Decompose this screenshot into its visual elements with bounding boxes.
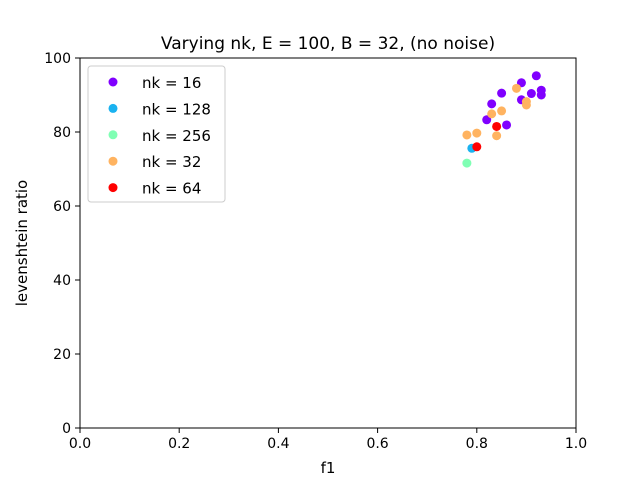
- x-tick-label: 0.2: [168, 436, 190, 452]
- legend: nk = 16 nk = 128 nk = 256 nk = 32 nk = 64: [87, 65, 226, 203]
- data-point: [472, 128, 482, 138]
- legend-label: nk = 16: [142, 74, 201, 92]
- y-axis-label: levenshtein ratio: [13, 180, 31, 306]
- legend-label: nk = 32: [142, 153, 201, 171]
- data-point: [536, 90, 546, 100]
- data-point: [526, 89, 536, 99]
- data-point: [502, 120, 512, 130]
- plot-frame: [79, 57, 577, 429]
- y-tick-label: 80: [53, 125, 71, 141]
- legend-marker: [108, 130, 118, 140]
- data-point: [462, 158, 472, 168]
- x-axis-label: f1: [321, 459, 336, 477]
- legend-frame: [87, 65, 226, 203]
- y-tick-label: 60: [53, 199, 71, 215]
- data-point: [511, 83, 521, 93]
- legend-marker: [108, 183, 118, 193]
- data-point: [462, 130, 472, 140]
- data-point: [497, 88, 507, 98]
- y-tick-label: 40: [53, 273, 71, 289]
- legend-marker: [108, 77, 118, 87]
- data-point: [472, 142, 482, 152]
- legend-marker: [108, 103, 118, 113]
- legend-label: nk = 128: [142, 100, 211, 118]
- y-axis-ticks: 0 20 40 60 80 100: [44, 51, 80, 437]
- legend-label: nk = 256: [142, 127, 211, 145]
- x-tick-label: 0.0: [69, 436, 91, 452]
- x-tick-label: 0.6: [366, 436, 388, 452]
- chart-title: Varying nk, E = 100, B = 32, (no noise): [161, 34, 495, 54]
- data-point: [487, 99, 497, 109]
- data-point: [487, 109, 497, 119]
- data-point: [492, 121, 502, 131]
- legend-label: nk = 64: [142, 180, 201, 198]
- x-tick-label: 1.0: [565, 436, 587, 452]
- x-axis-ticks: 0.0 0.2 0.4 0.6 0.8 1.0: [69, 428, 587, 452]
- x-tick-label: 0.8: [466, 436, 488, 452]
- y-tick-label: 0: [62, 421, 71, 437]
- x-tick-label: 0.4: [267, 436, 289, 452]
- data-point: [497, 106, 507, 116]
- data-point: [482, 115, 492, 125]
- data-point: [531, 71, 541, 81]
- data-point: [521, 100, 531, 110]
- y-tick-label: 20: [53, 347, 71, 363]
- data-point: [492, 131, 502, 141]
- points-layer: [462, 71, 546, 168]
- y-tick-label: 100: [44, 51, 71, 67]
- legend-marker: [108, 156, 118, 166]
